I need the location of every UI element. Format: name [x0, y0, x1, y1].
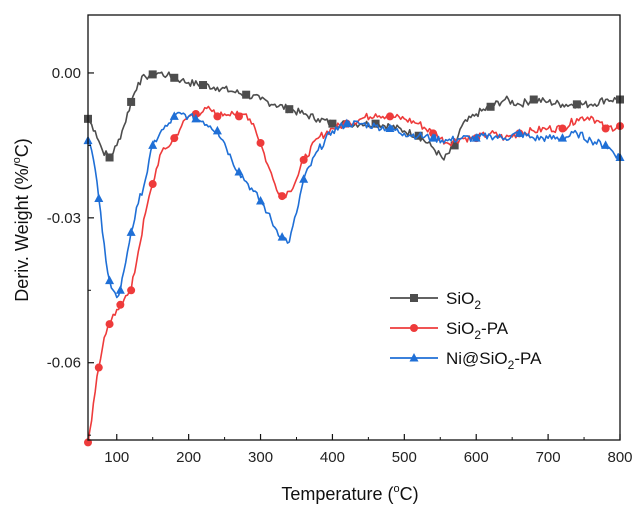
data-point: [105, 153, 114, 162]
legend-label-sub: 2: [508, 358, 515, 372]
data-point: [115, 285, 125, 294]
x-tick-label: 800: [607, 449, 632, 466]
data-point: [342, 118, 352, 128]
legend-label-suffix: -PA: [481, 319, 509, 338]
data-point: [385, 123, 395, 132]
legend-label-main: Ni@SiO: [446, 349, 508, 368]
y-axis-title: Deriv. Weight (%/oC): [11, 138, 32, 302]
data-point: [105, 275, 115, 285]
plot-frame: [87, 14, 621, 441]
data-point: [256, 138, 265, 147]
data-point: [170, 134, 179, 143]
data-point: [169, 111, 179, 120]
x-tick-label: 200: [176, 449, 201, 466]
legend-label-main: SiO: [446, 319, 474, 338]
data-point: [126, 227, 136, 236]
data-point: [601, 124, 610, 133]
x-tick-label: 100: [104, 449, 129, 466]
legend-item-2: Ni@SiO2-PA: [390, 349, 542, 372]
data-point: [234, 112, 243, 121]
legend-label-sub: 2: [474, 328, 481, 342]
x-tick-label: 400: [320, 449, 345, 466]
series-1: [84, 105, 624, 447]
x-axis-title: Temperature (oC): [281, 483, 418, 504]
axes-layer: 100 200 300 400 500 600 700 800 0.00 -0.03 -0.06: [47, 14, 633, 466]
data-point: [256, 195, 266, 205]
data-point: [486, 102, 495, 111]
data-point: [242, 90, 251, 99]
data-point: [116, 300, 125, 309]
legend-label-sub: 2: [474, 298, 481, 312]
data-point: [278, 192, 287, 201]
data-point: [277, 232, 287, 241]
data-point: [212, 125, 222, 135]
legend-item-1: SiO2-PA: [390, 319, 509, 342]
series-2: [83, 111, 625, 299]
data-point: [601, 140, 611, 149]
legend-label-main: SiO: [446, 289, 474, 308]
data-point: [191, 113, 201, 123]
legend-label-suffix: -PA: [514, 349, 542, 368]
data-point: [199, 81, 208, 90]
data-point: [105, 320, 114, 329]
data-point: [450, 141, 459, 150]
legend-label: Ni@SiO2-PA: [446, 349, 542, 372]
x-tick-label: 700: [536, 449, 561, 466]
data-point: [299, 174, 309, 183]
legend-marker: [409, 353, 419, 362]
data-point: [529, 95, 538, 104]
y-tick-label: -0.03: [47, 210, 81, 227]
data-point: [572, 100, 581, 109]
series-line-2: [87, 111, 621, 299]
data-point: [127, 286, 136, 295]
data-point: [170, 73, 179, 82]
data-point: [558, 124, 567, 133]
data-point: [285, 105, 294, 114]
legend-marker: [410, 294, 418, 302]
legend-item-0: SiO2: [390, 289, 481, 312]
x-tick-label: 600: [464, 449, 489, 466]
y-tick-label: 0.00: [52, 65, 81, 82]
legend-label: SiO2: [446, 289, 481, 312]
data-point: [148, 180, 157, 189]
data-point: [514, 128, 524, 137]
series-line-1: [87, 105, 621, 443]
x-tick-label: 300: [248, 449, 273, 466]
data-point: [428, 133, 438, 142]
x-tick-label: 500: [392, 449, 417, 466]
data-point: [557, 133, 567, 142]
legend-marker: [410, 324, 418, 332]
data-point: [148, 140, 158, 149]
data-point: [234, 166, 244, 176]
data-point: [299, 155, 308, 164]
data-point: [94, 193, 104, 203]
legend-label: SiO2-PA: [446, 319, 509, 342]
data-point: [213, 112, 222, 121]
y-tick-label: -0.06: [47, 355, 81, 372]
data-point: [371, 119, 380, 128]
data-point: [127, 97, 136, 106]
data-point: [385, 112, 394, 121]
data-point: [328, 119, 337, 128]
data-point: [94, 363, 103, 372]
series-layer: [83, 70, 625, 447]
data-point: [471, 133, 481, 142]
data-point: [148, 70, 157, 79]
